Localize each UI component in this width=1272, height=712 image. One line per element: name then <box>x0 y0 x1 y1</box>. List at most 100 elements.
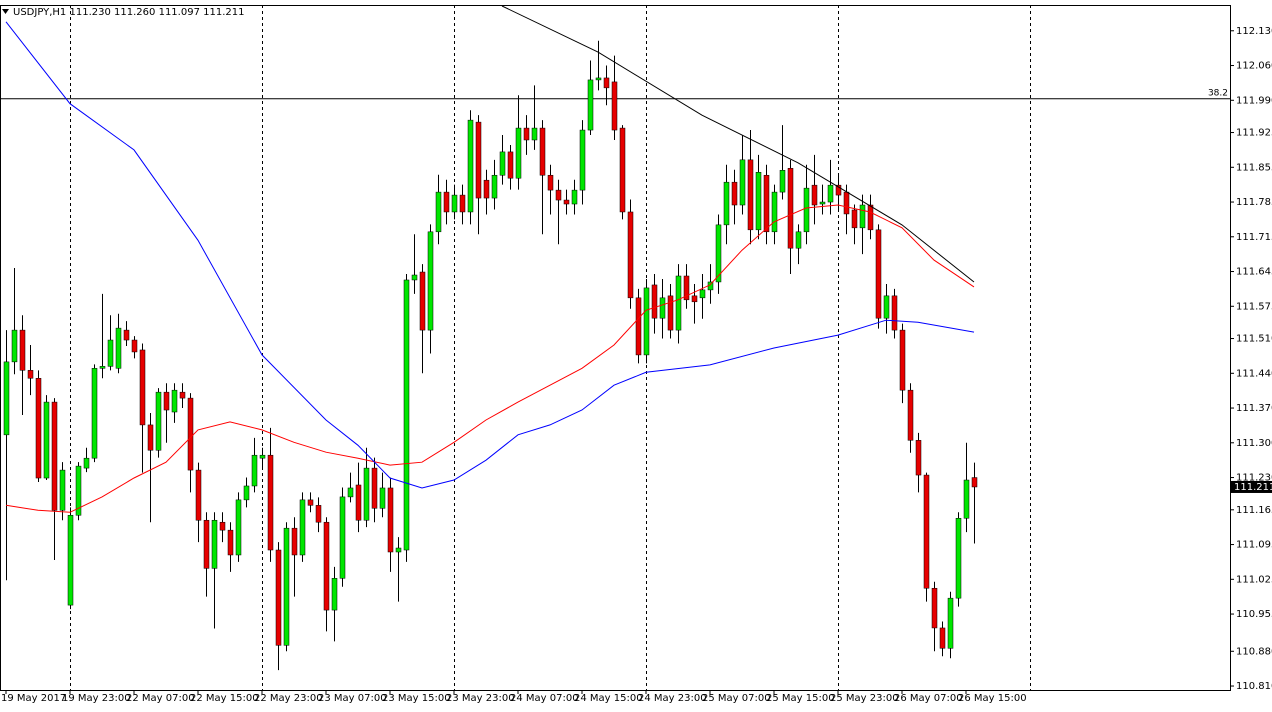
candle-body <box>187 397 194 471</box>
candle-body <box>587 79 594 131</box>
candle-body <box>35 378 42 479</box>
candle-body <box>243 485 250 501</box>
x-tick-label: 23 May 23:00 <box>446 693 515 704</box>
candle-body <box>971 477 978 488</box>
y-tick-label: 111.785 <box>1236 197 1272 208</box>
candle-body <box>723 181 730 226</box>
x-tick-label: 22 May 23:00 <box>254 693 323 704</box>
candle-body <box>363 467 370 521</box>
candle-body <box>99 366 106 369</box>
x-tick-label: 24 May 15:00 <box>574 693 643 704</box>
candle-body <box>963 479 970 519</box>
candle-body <box>667 295 674 331</box>
candle-body <box>755 172 762 231</box>
candle-body <box>419 271 426 331</box>
candle-body <box>75 465 82 516</box>
high-label: 111.260 <box>114 7 155 18</box>
candle-body <box>291 527 298 556</box>
candle-body <box>683 275 690 301</box>
candle-body <box>491 174 498 199</box>
x-tick-label: 22 May 15:00 <box>190 693 259 704</box>
candle-body <box>267 454 274 551</box>
y-tick-label: 111.855 <box>1236 162 1272 173</box>
candle-body <box>355 484 362 521</box>
candle-body <box>659 297 666 319</box>
candle-body <box>859 204 866 229</box>
candle-body <box>323 521 330 611</box>
candle-body <box>115 327 122 369</box>
candle-body <box>443 191 450 213</box>
y-tick-label: 111.575 <box>1236 301 1272 312</box>
candle-body <box>883 295 890 319</box>
x-tick-label: 24 May 07:00 <box>510 693 579 704</box>
candle-body <box>875 229 882 319</box>
candle-body <box>195 469 202 521</box>
candle-body <box>699 289 706 299</box>
candle-body <box>307 499 314 506</box>
x-tick-label: 25 May 15:00 <box>766 693 835 704</box>
x-tick-label: 25 May 23:00 <box>830 693 899 704</box>
open-label: 111.230 <box>69 7 110 18</box>
candle-body <box>515 127 522 179</box>
candle-body <box>619 127 626 213</box>
candle-body <box>467 119 474 213</box>
symbol: USDJPY,H1 <box>13 7 66 18</box>
candle-body <box>851 209 858 229</box>
candle-body <box>923 474 930 589</box>
candle-body <box>571 189 578 205</box>
y-tick-label: 112.060 <box>1236 61 1272 72</box>
candle-body <box>3 361 10 436</box>
candle-body <box>603 77 610 89</box>
candle-body <box>371 467 378 509</box>
y-tick-label: 110.880 <box>1236 646 1272 657</box>
candle-body <box>131 339 138 353</box>
candle-body <box>67 515 74 606</box>
candle-body <box>891 295 898 331</box>
moving-average <box>501 5 975 283</box>
fibo-level-label: 38.2 <box>1208 88 1228 98</box>
menu-triangle[interactable] <box>2 9 9 14</box>
close-label: 111.211 <box>203 7 244 18</box>
candle-body <box>435 191 442 233</box>
candle-body <box>19 329 26 371</box>
candle-body <box>579 129 586 191</box>
candle-body <box>395 547 402 553</box>
candle-body <box>803 187 810 233</box>
candle-body <box>211 519 218 569</box>
candle-body <box>427 231 434 331</box>
candle-body <box>171 389 178 413</box>
candle-body <box>283 527 290 646</box>
candle-body <box>139 349 146 426</box>
y-tick-label: 110.955 <box>1236 609 1272 620</box>
candle-body <box>795 231 802 249</box>
candle-body <box>739 159 746 206</box>
candle-body <box>123 329 130 341</box>
candle-body <box>771 191 778 233</box>
candle-body <box>339 496 346 579</box>
candle-body <box>867 204 874 231</box>
y-tick-label: 111.990 <box>1236 95 1272 106</box>
candle-body <box>899 329 906 391</box>
candle-body <box>51 401 58 511</box>
x-tick-label: 19 May 2017 <box>1 693 66 704</box>
candle-body <box>531 127 538 141</box>
candle-body <box>555 189 562 201</box>
candle-body <box>947 597 954 649</box>
candle-body <box>11 329 18 363</box>
candle-body <box>627 211 634 299</box>
candle-body <box>539 127 546 176</box>
moving-average <box>5 204 975 513</box>
candle-body <box>955 517 962 599</box>
y-tick-label: 111.025 <box>1236 574 1272 585</box>
x-tick-label: 23 May 15:00 <box>382 693 451 704</box>
candle-body <box>843 191 850 215</box>
candle-body <box>403 279 410 551</box>
candle-body <box>155 391 162 451</box>
candle-body <box>787 168 794 249</box>
candle-body <box>451 194 458 213</box>
candle-body <box>483 179 490 199</box>
candle-body <box>459 194 466 213</box>
candle-body <box>43 401 50 479</box>
candle-body <box>731 181 738 206</box>
